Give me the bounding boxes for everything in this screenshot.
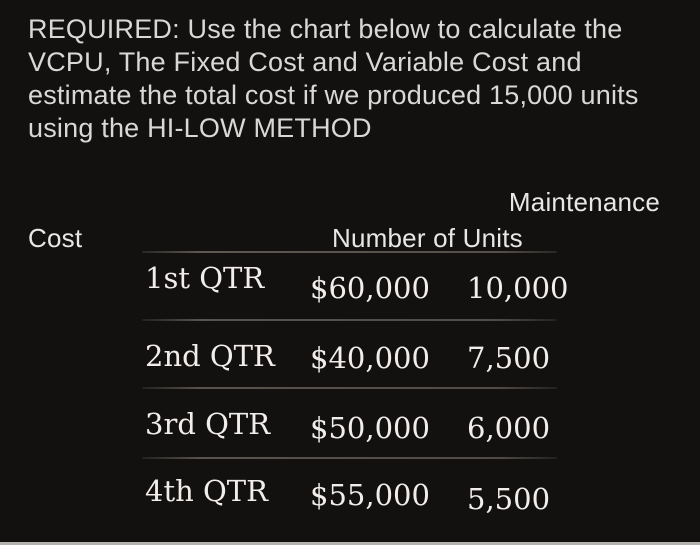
bottom-edge-bar xyxy=(0,542,700,545)
question-line-2: VCPU, The Fixed Cost and Variable Cost a… xyxy=(28,47,582,77)
row-label: 2nd QTR xyxy=(145,339,275,373)
question-line-1: REQUIRED: Use the chart below to calcula… xyxy=(28,14,623,44)
header-maintenance: Maintenance xyxy=(508,187,660,217)
units-value: 6,000 xyxy=(467,411,551,445)
header-number-of-units: Number of Units xyxy=(332,223,523,253)
row-label: 3rd QTR xyxy=(145,407,271,441)
row-label: 4th QTR xyxy=(145,474,268,508)
question-text: REQUIRED: Use the chart below to calcula… xyxy=(28,13,693,145)
units-value: 10,000 xyxy=(467,271,569,305)
cost-value: $55,000 xyxy=(310,478,430,512)
cost-value: $60,000 xyxy=(310,271,430,305)
row-divider xyxy=(142,319,557,321)
units-value: 5,500 xyxy=(467,482,551,516)
question-line-4: using the HI-LOW METHOD xyxy=(28,113,372,143)
cost-value: $40,000 xyxy=(310,341,430,375)
units-value: 7,500 xyxy=(467,341,551,375)
row-divider xyxy=(142,387,557,389)
row-divider xyxy=(142,457,557,459)
cost-value: $50,000 xyxy=(310,411,430,445)
header-cost: Cost xyxy=(28,223,83,253)
header-underline xyxy=(142,251,557,253)
row-label: 1st QTR xyxy=(145,261,265,295)
question-line-3: estimate the total cost if we produced 1… xyxy=(28,80,639,110)
